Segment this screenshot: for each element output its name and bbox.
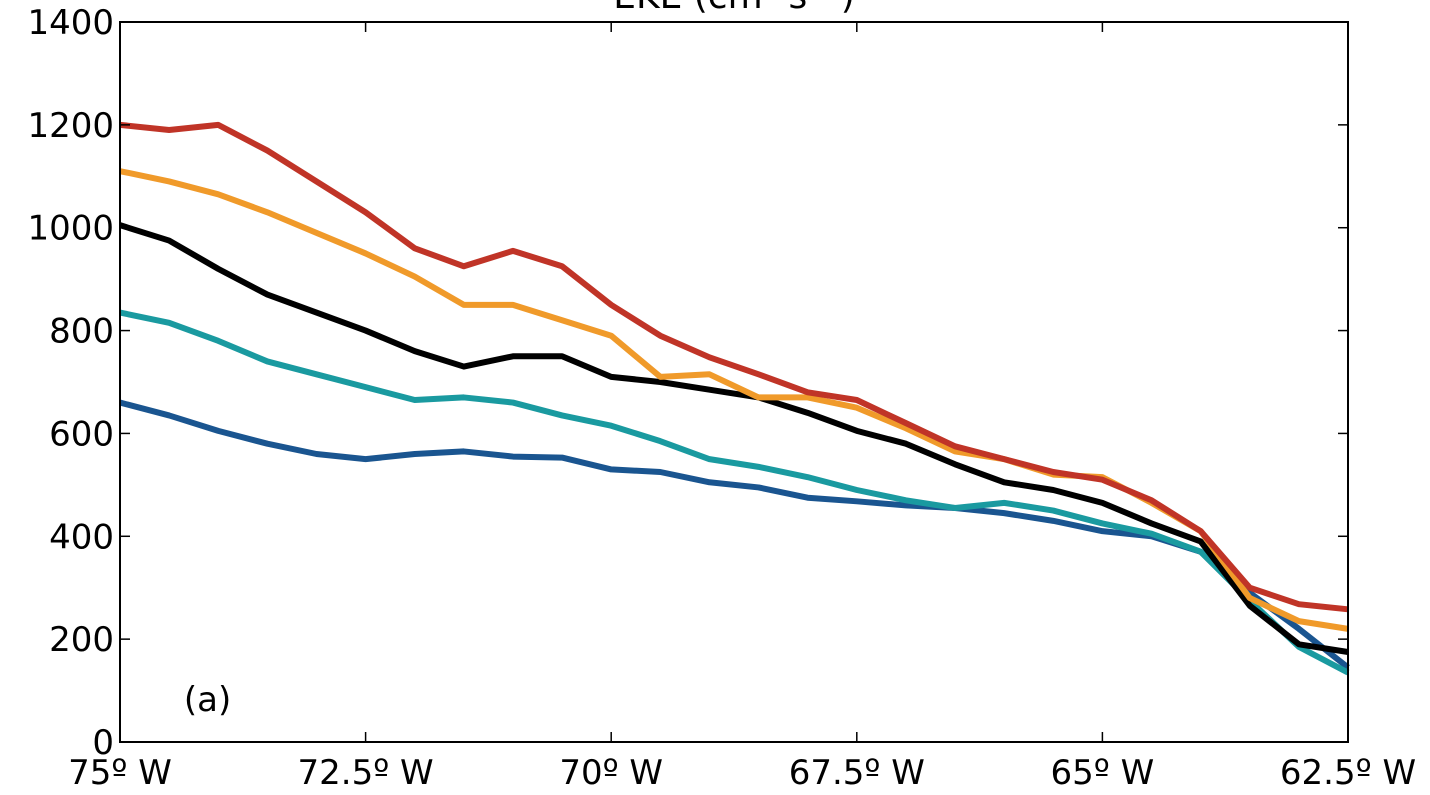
plot-frame <box>119 21 1349 743</box>
x-tick-label: 70º W <box>559 753 663 791</box>
x-tick-label: 67.5º W <box>789 753 925 791</box>
chart-title: EKE (cm² s⁻²) <box>613 0 855 17</box>
y-tick-label: 800 <box>49 312 114 352</box>
y-tick-label: 1000 <box>27 209 114 249</box>
x-tick-label: 75º W <box>68 753 172 791</box>
y-tick-label: 1200 <box>27 106 114 146</box>
y-tick-label: 1400 <box>27 3 114 43</box>
annotation: (a) <box>184 680 231 720</box>
y-tick-label: 400 <box>49 517 114 557</box>
y-tick-label: 0 <box>92 723 114 763</box>
y-tick-label: 600 <box>49 414 114 454</box>
x-tick-label: 65º W <box>1051 753 1155 791</box>
x-tick-label: 62.5º W <box>1280 753 1416 791</box>
x-tick-label: 72.5º W <box>298 753 434 791</box>
line-series <box>119 222 1349 655</box>
line-series <box>119 121 1349 613</box>
line-series <box>119 309 1350 676</box>
line-series <box>119 168 1349 632</box>
y-tick-label: 200 <box>49 620 114 660</box>
line-series <box>119 399 1350 670</box>
